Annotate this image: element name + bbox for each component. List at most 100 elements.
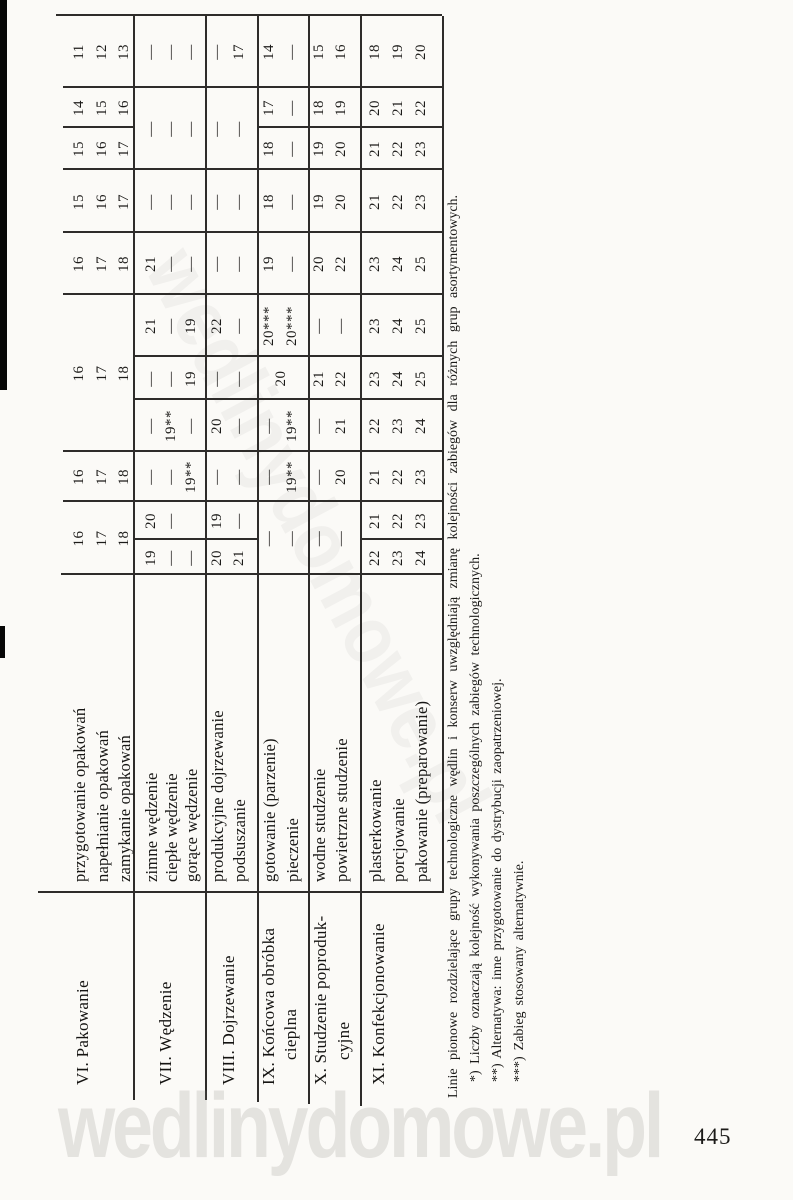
table-cell: 20 [311,256,327,272]
table-cell: 23 [367,318,383,334]
row-label: porcjowanie [389,798,408,882]
table-cell: 14 [261,44,277,60]
row-label: gotowanie (parzenie) [260,738,279,882]
table-cell: 16 [333,44,349,60]
rotated-table-layer: VI. Pakowanie VII. Wędzenie VIII. Dojrzewa… [18,10,578,1190]
table-cell: 16 [71,469,87,485]
table-cell-merged: — [231,121,247,137]
table-cell: — [143,44,159,60]
table-cell: — [183,550,199,566]
table-grid-line [205,16,207,1100]
row-label: zimne wędzenie [142,772,161,882]
table-cell-merged: 16 [71,365,87,382]
table-cell-merged: 17 [94,365,110,382]
table-grid-line [442,16,444,893]
table-cell: 15 [311,44,327,60]
row-label: ciepłe wędzenie [162,773,181,882]
scan-gutter-bar [0,0,7,390]
footnote: Linie pionowe rozdzielające grupy techno… [446,194,461,1098]
table-cell: 18 [116,256,132,272]
table-cell-merged: — [163,121,179,137]
table-grid-line [56,14,442,16]
table-cell: — [231,318,247,334]
group-label: X. Studzenie poproduk- [311,915,330,1086]
table-cell: 19 [390,44,406,60]
table-cell: 18 [367,44,383,60]
table-cell-merged: — [183,121,199,137]
table-cell-merged: 18 [116,530,132,547]
table-cell: 24 [390,256,406,272]
table-grid-line [360,16,362,1106]
table-cell: — [333,318,349,334]
table-cell: 17 [94,256,110,272]
table-cell: 19 [183,318,199,334]
table-cell: 25 [413,256,429,272]
table-cell: 20 [413,44,429,60]
row-label: zamykanie opakowań [115,734,134,882]
group-label: VI. Pakowanie [73,980,92,1085]
table-cell: 17 [94,469,110,485]
row-label: wodne studzenie [310,768,329,882]
footnote: ***) Zabieg stosowany alternatywnie. [512,860,527,1082]
table-cell: 12 [94,44,110,60]
table-cell-merged: — [284,530,300,547]
group-label: VII. Wędzenie [156,981,175,1085]
table-cell: — [209,256,225,272]
table-cell: — [284,256,300,272]
table-cell: — [163,318,179,334]
table-grid-line [308,16,310,1104]
table-cell: 21 [143,318,159,334]
table-cell: — [231,256,247,272]
table-grid-line [38,891,442,893]
group-label: IX. Końcowa obróbka [259,927,278,1085]
table-cell: 22 [209,318,225,334]
table-cell: 24 [390,318,406,334]
group-label: VIII. Dojrzewanie [219,955,238,1085]
footnote: **) Alternatywa: inne przygotowanie do d… [490,678,505,1083]
table-cell-merged: — [311,530,327,547]
table-cell: — [163,256,179,272]
table-cell: — [284,44,300,60]
table-cell: 16 [71,256,87,272]
watermark-bottom: wedlinydomowe.pl [58,1075,664,1177]
group-label: cieplna [281,1008,300,1060]
row-label: pakowanie (preparowanie) [412,700,431,882]
table-cell: 23 [367,256,383,272]
table-cell-merged: 17 [94,530,110,547]
group-label: XI. Konfekcjonowanie [369,923,388,1085]
table-cell: 25 [413,318,429,334]
row-label: powietrzne studzenie [332,738,351,882]
scan-gutter-mark [0,626,5,658]
table-cell: 22 [333,256,349,272]
table-cell: 11 [71,44,87,60]
page-number: 445 [694,1124,732,1149]
group-label: cyjne [334,1021,353,1060]
footnote: *) Liczby oznaczają kolejność wykonywani… [468,553,483,1082]
table-cell-merged: 18 [116,365,132,382]
table-cell-merged: 16 [71,530,87,547]
table-cell: 19 [261,256,277,272]
table-cell: 17 [231,44,247,60]
table-cell: — [311,318,327,334]
row-label: plasterkowanie [366,779,385,882]
table-cell: 21 [143,256,159,272]
table-cell: — [209,44,225,60]
table-cell: — [231,194,247,210]
table-cell-merged: — [209,121,225,137]
table-cell: 13 [116,44,132,60]
table-cell-merged: 20 [272,370,289,387]
row-label: podsuszanie [230,799,249,882]
table-cell: — [183,256,199,272]
row-label: produkcyjne dojrzewanie [208,710,227,882]
table-cell: — [183,44,199,60]
row-label: napełnianie opakowań [93,730,112,882]
table-cell: — [163,44,179,60]
table-grid-line [133,16,135,1100]
table-cell: — [163,194,179,210]
table-cell-merged: — [333,530,349,547]
table-cell-merged: — [143,121,159,137]
table-cell: — [209,194,225,210]
table-cell: — [183,194,199,210]
row-label: gorące wędzenie [182,768,201,882]
